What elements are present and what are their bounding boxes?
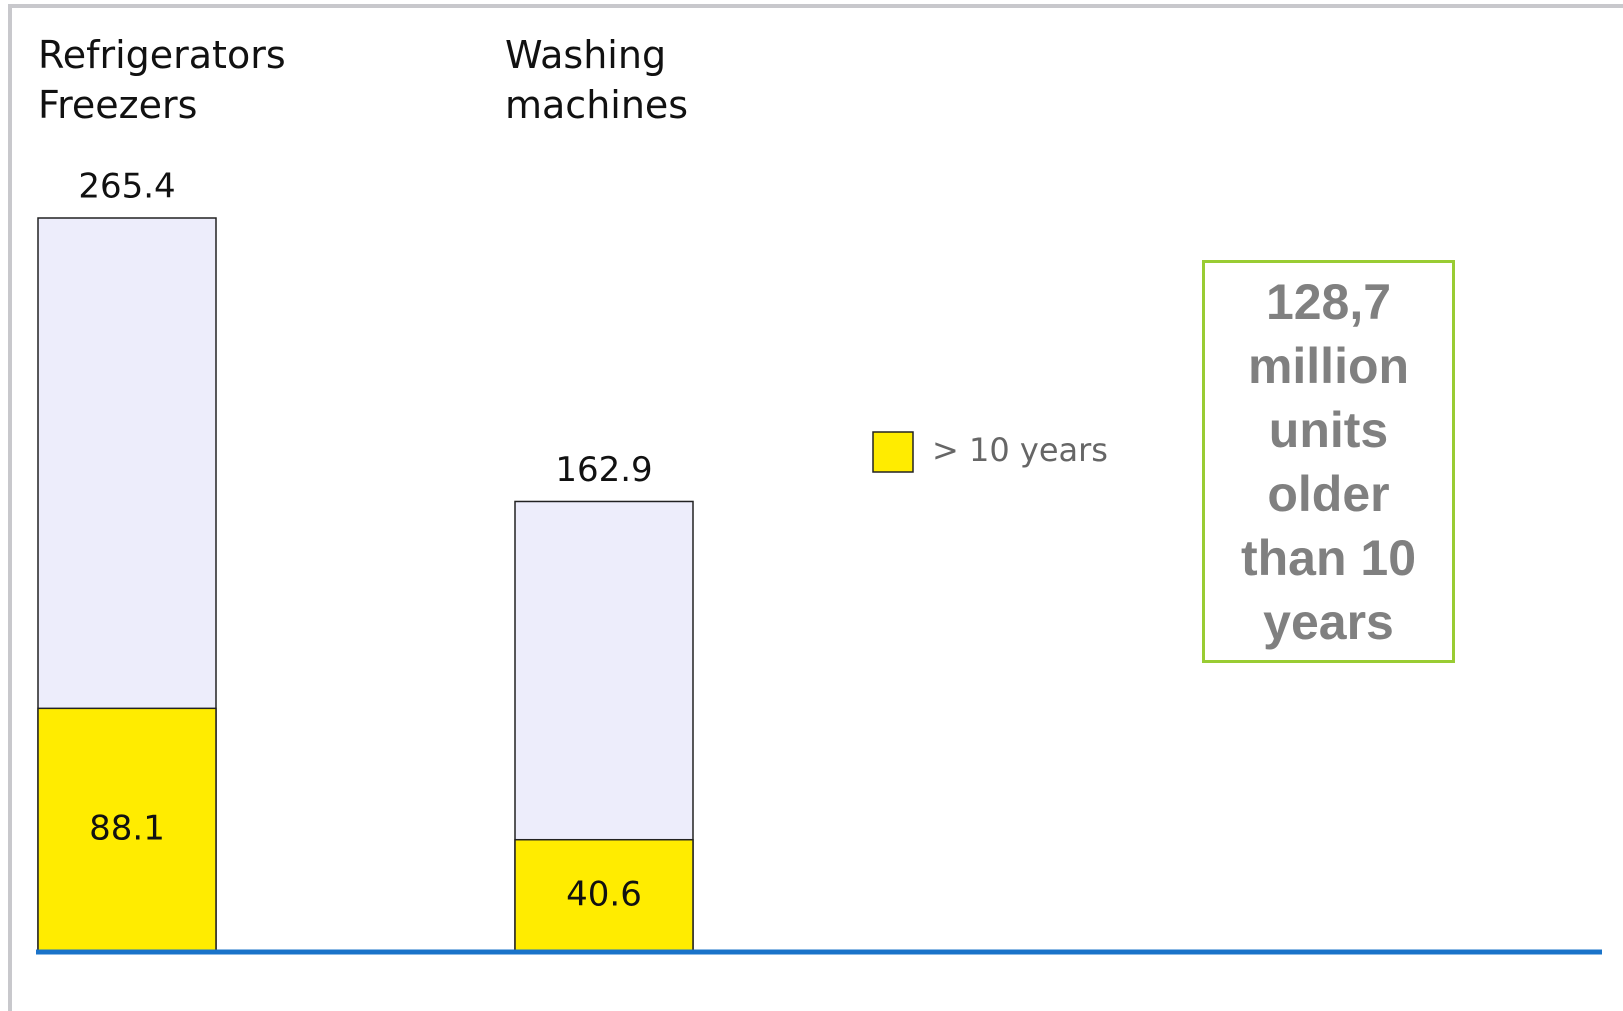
legend-swatch: [872, 431, 914, 473]
total-label: 265.4: [78, 167, 175, 207]
segment-bar: [514, 838, 694, 953]
category-label: Washing machines: [505, 33, 689, 127]
total-label: 162.9: [555, 450, 652, 490]
category-label: Refrigerators Freezers: [38, 33, 286, 127]
segment-label: 88.1: [89, 809, 165, 849]
segment-bar: [37, 707, 217, 953]
legend-label: > 10 years: [932, 431, 1108, 469]
annotation: 128,7 million units older than 10 years: [1202, 260, 1455, 663]
segment-label: 40.6: [566, 874, 642, 914]
frame: [8, 4, 1623, 1011]
